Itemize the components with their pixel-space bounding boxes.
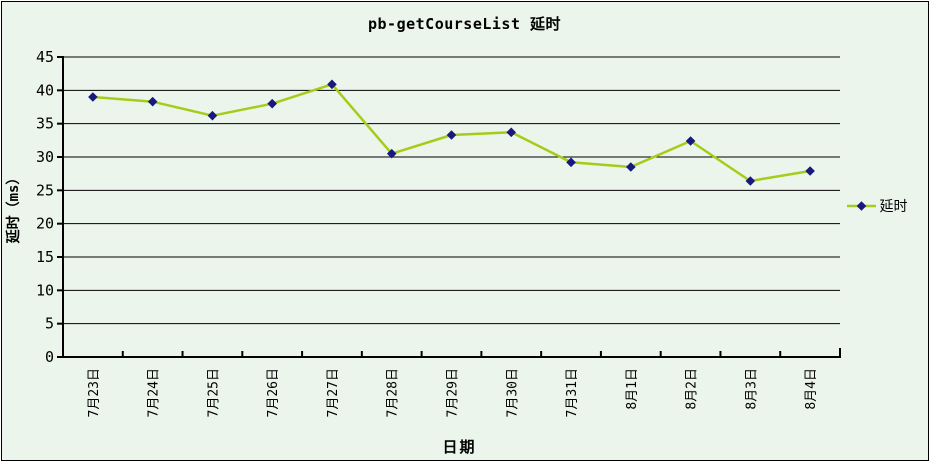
data-point-marker xyxy=(87,91,98,102)
data-point-marker xyxy=(266,98,277,108)
data-point-marker xyxy=(745,175,755,186)
legend: 延时 xyxy=(846,198,908,215)
x-tick-label: 8月2日 xyxy=(684,368,699,410)
data-point-marker xyxy=(326,79,337,89)
y-tick-label: 0 xyxy=(44,348,53,366)
y-tick-label: 20 xyxy=(35,214,53,232)
data-point-marker xyxy=(386,148,397,158)
y-tick-label: 10 xyxy=(35,281,53,299)
data-point-marker xyxy=(565,157,576,167)
x-tick-label: 7月31日 xyxy=(565,368,580,417)
chart-title: pb-getCourseList 延时 xyxy=(367,14,562,33)
x-tick-label: 7月26日 xyxy=(266,368,281,417)
y-tick-label: 25 xyxy=(35,181,53,199)
x-axis-title: 日期 xyxy=(442,437,477,456)
x-tick-label: 8月4日 xyxy=(804,368,819,410)
legend-line-marker-icon xyxy=(846,200,876,211)
legend-label: 延时 xyxy=(879,198,908,215)
data-point-marker xyxy=(625,161,636,172)
x-tick-label: 7月23日 xyxy=(86,368,101,417)
x-tick-label: 7月30日 xyxy=(505,368,520,417)
x-tick-label: 8月3日 xyxy=(744,368,759,410)
x-tick-label: 7月29日 xyxy=(445,368,460,417)
x-tick-label: 7月27日 xyxy=(325,368,340,417)
x-tick-label: 7月24日 xyxy=(146,368,161,417)
y-tick-label: 15 xyxy=(35,248,53,266)
data-point-marker xyxy=(147,96,157,106)
data-point-marker xyxy=(505,127,516,137)
x-tick-label: 7月25日 xyxy=(206,368,221,417)
data-point-marker xyxy=(804,165,815,176)
y-tick-label: 30 xyxy=(35,148,53,166)
y-tick-label: 45 xyxy=(35,48,53,66)
y-tick-label: 35 xyxy=(35,114,53,132)
legend-key-marker-icon xyxy=(856,200,866,211)
data-point-marker xyxy=(446,129,456,140)
data-point-marker xyxy=(207,110,217,120)
data-point-marker xyxy=(685,135,695,146)
y-tick-label: 40 xyxy=(35,81,53,99)
x-tick-label: 8月1日 xyxy=(624,368,639,410)
y-tick-label: 5 xyxy=(44,314,53,332)
y-axis-title: 延时（ms） xyxy=(5,170,22,243)
x-tick-label: 7月28日 xyxy=(385,368,400,417)
